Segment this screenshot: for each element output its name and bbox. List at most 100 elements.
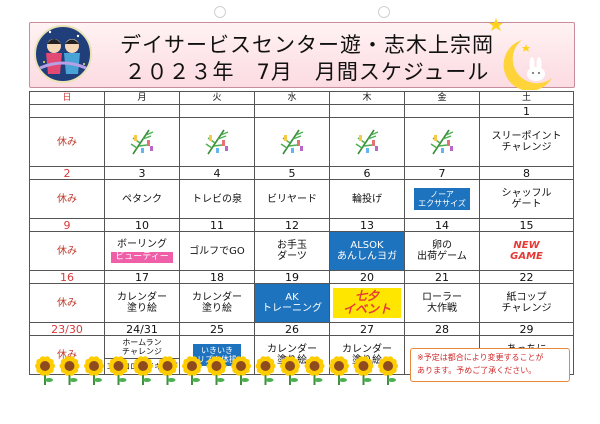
date-number-tue: 18 [179,270,255,284]
date-number-tue: 25 [179,322,255,336]
activity-cell-tue: カレンダー 塗り絵 [179,283,255,323]
bamboo-decoration-icon [430,129,454,154]
closed-label: 休み [57,245,77,257]
bamboo-decoration-icon [130,129,154,154]
activity-cell-fri: ローラー 大作戦 [404,283,480,323]
activity-text: ALSOK [350,240,384,251]
date-number-sat: 22 [479,270,574,284]
activity-text: AK [285,292,299,303]
activity-text: シャッフル [501,188,552,199]
activity-text: 輪投げ [352,193,382,205]
moon-rabbit-illustration [489,18,552,90]
activity-text: ビリヤード [267,193,317,205]
closed-label: 休み [57,136,77,148]
activity-cell-thu: ALSOK あんしんヨガ [329,231,405,271]
date-number-sun: 9 [29,218,105,232]
date-number-sun: 16 [29,270,105,284]
activity-cell-mon: カレンダー 塗り絵 [104,283,180,323]
date-number-sat: 15 [479,218,574,232]
activity-text: ゴルフでGO [189,245,245,257]
sunflower-icon [84,356,104,385]
bamboo-decoration-icon [355,129,379,154]
activity-row: 休み ボーリング ビューティー ゴルフでGO お手玉 ダーツ ALSOK あんしんヨガ 卵の 出荷… [29,231,574,271]
activity-cell-wed: ビリヤード [254,179,330,219]
activity-cell-sun: 休み [29,231,105,271]
date-row: 16 17 18 19 20 21 22 [29,270,574,284]
date-number-wed: 19 [254,270,330,284]
date-row: 23/30 24/31 25 26 27 28 29 [29,322,574,336]
event-highlight: ノーア エクササイズ [414,188,470,210]
sunflower-icon [133,356,153,385]
date-row: 9 10 11 12 13 14 15 [29,218,574,232]
activity-cell-sat: スリーポイント チャレンジ [479,117,574,167]
event-highlight: AK トレーニング [255,284,329,322]
date-number-mon: 10 [104,218,180,232]
sunflower-icon [304,356,325,385]
tanabata-couple-illustration [34,25,92,83]
sunflower-border-illustration [35,356,398,385]
date-number-fri: 14 [404,218,480,232]
activity-text: カレンダー [342,344,392,355]
activity-text: 卵の [432,240,452,251]
punch-hole [378,6,390,18]
activity-text: 出荷ゲーム [417,251,467,262]
footer: ※予定は都合により変更することが あります。予めご了承ください。 [29,343,573,389]
weekday-fri: 金 [404,91,480,105]
activity-cell-fri: 卵の 出荷ゲーム [404,231,480,271]
activity-cell-sat: NEW GAME [479,231,574,271]
date-number-mon: 3 [104,166,180,180]
sunflower-icon [35,356,55,385]
new-game-label: NEW GAME [481,240,573,262]
activity-row: 休みホームランチャレンジコロコロバイキングいきいきリズム体操カレンダー塗り絵カレ… [29,335,574,375]
date-number-tue: 11 [179,218,255,232]
activity-text: ローラー [422,292,462,303]
calendar-table: 日 月 火 水 木 金 土 1 休み スリーポイント チャレンジ 2 3 4 5 6 7 8 休み ペタ… [29,91,574,375]
activity-cell-sun: 休み [29,117,105,167]
activity-cell-tue: ゴルフでGO [179,231,255,271]
schedule-change-notice: ※予定は都合により変更することが あります。予めご了承ください。 [410,348,570,382]
date-number-thu [329,104,405,118]
activity-cell-mon: ボーリング ビューティー [104,231,180,271]
date-number-wed: 5 [254,166,330,180]
date-number-thu: 27 [329,322,405,336]
activity-text: チャレンジ [501,303,552,314]
activity-text: あんしんヨガ [337,251,397,262]
activity-text: 塗り絵 [127,303,157,314]
activity-text: エクササイズ [418,199,466,208]
activity-cell-mon: ペタンク [104,179,180,219]
date-number-sat: 1 [479,104,574,118]
activity-cell-thu [329,117,405,167]
weekday-sun: 日 [29,91,105,105]
date-number-sun: 23/30 [29,322,105,336]
activity-cell-fri: ノーア エクササイズ [404,179,480,219]
sunflower-icon [378,356,398,385]
sunflower-icon [280,356,300,385]
sunflower-icon [329,356,349,385]
activity-cell-fri [404,117,480,167]
date-number-tue [179,104,255,118]
closed-label: 休み [57,349,77,361]
activity-text: ホームラン [122,338,162,347]
activity-text: 紙コップ [506,292,547,303]
date-row: 1 [29,104,574,118]
activity-text: 塗り絵 [202,303,232,314]
date-number-thu: 20 [329,270,405,284]
sunflower-icon [255,356,276,385]
activity-text: スリーポイント [491,131,562,142]
activity-cell-wed [254,117,330,167]
activity-text: ノーア [430,190,454,199]
weekday-wed: 水 [254,91,330,105]
weekday-tue: 火 [179,91,255,105]
date-number-tue: 4 [179,166,255,180]
event-highlight: ALSOK あんしんヨガ [330,232,404,270]
punch-hole [214,6,226,18]
date-number-mon [104,104,180,118]
sunflower-icon [59,356,80,385]
activity-row: 休み スリーポイント チャレンジ [29,117,574,167]
activity-text: お手玉 [277,240,307,251]
weekday-thu: 木 [329,91,405,105]
activity-text: トレーニング [262,303,322,314]
closed-label: 休み [57,297,77,309]
sunflower-icon [231,356,251,385]
activity-text: カレンダー [267,344,317,355]
